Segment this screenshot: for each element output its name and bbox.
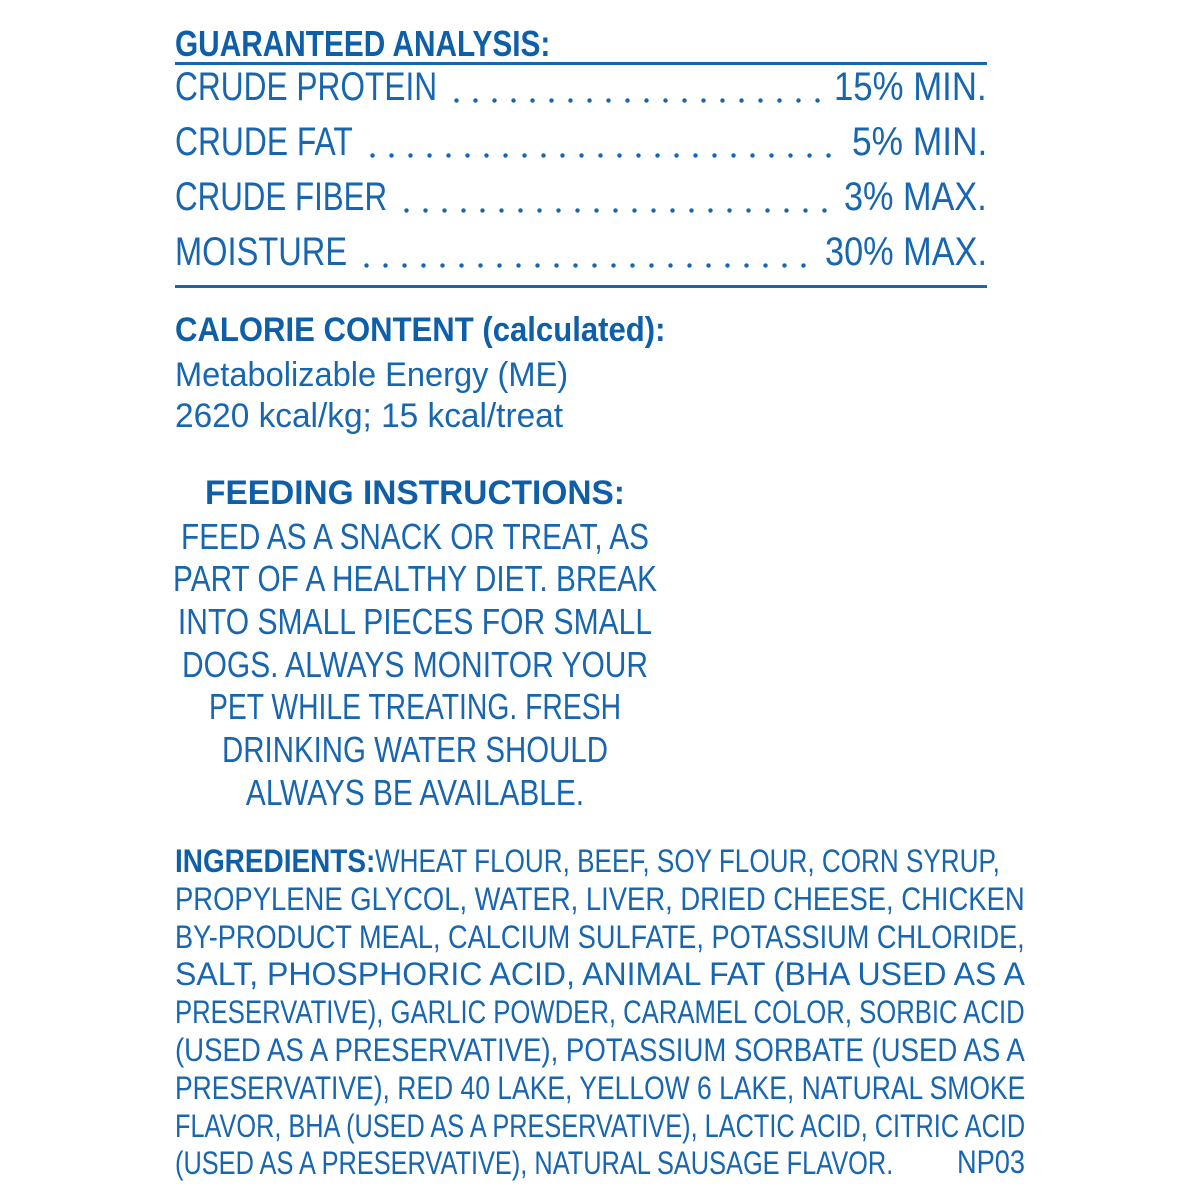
ingredients-line: SALT, PHOSPHORIC ACID, ANIMAL FAT (BHA U… [175, 956, 1025, 993]
analysis-value: 5% MIN. [851, 120, 987, 164]
calorie-content-heading: CALORIE CONTENT (calculated): [175, 311, 666, 349]
dot-leader [362, 153, 842, 158]
divider [175, 62, 987, 65]
analysis-value: 15% MIN. [834, 65, 987, 109]
ingredients-line: (USED AS A PRESERVATIVE), POTASSIUM SORB… [175, 1032, 1025, 1068]
ingredients-line: BY-PRODUCT MEAL, CALCIUM SULFATE, POTASS… [175, 918, 1025, 955]
calorie-line: 2620 kcal/kg; 15 kcal/treat [175, 397, 564, 435]
analysis-value: 3% MAX. [844, 175, 987, 219]
analysis-label: CRUDE FIBER [175, 175, 388, 219]
feeding-line: DOGS. ALWAYS MONITOR YOUR [181, 644, 649, 685]
ingredients-line: PRESERVATIVE), RED 40 LAKE, YELLOW 6 LAK… [175, 1069, 1026, 1106]
ingredients-line: (USED AS A PRESERVATIVE), NATURAL SAUSAG… [175, 1145, 894, 1182]
divider [175, 285, 987, 288]
dot-leader [357, 263, 816, 268]
analysis-label: MOISTURE [175, 230, 348, 274]
analysis-row-fat: CRUDE FAT 5% MIN. [175, 120, 987, 165]
dot-leader [447, 98, 825, 103]
ingredients-line: PROPYLENE GLYCOL, WATER, LIVER, DRIED CH… [175, 880, 1025, 917]
analysis-row-protein: CRUDE PROTEIN 15% MIN. [175, 65, 987, 110]
feeding-line: PART OF A HEALTHY DIET. BREAK [173, 558, 657, 599]
product-code: NP03 [957, 1144, 1026, 1180]
feeding-instructions-heading: FEEDING INSTRUCTIONS: [205, 474, 625, 512]
feeding-line: INTO SMALL PIECES FOR SMALL [177, 601, 653, 642]
ingredients-heading: INGREDIENTS: [175, 843, 376, 879]
analysis-row-fiber: CRUDE FIBER 3% MAX. [175, 175, 987, 220]
ingredients-line: PRESERVATIVE), GARLIC POWDER, CARAMEL CO… [175, 994, 1025, 1031]
feeding-line: FEED AS A SNACK OR TREAT, AS [181, 516, 649, 557]
analysis-value: 30% MAX. [825, 230, 987, 274]
analysis-row-moisture: MOISTURE 30% MAX. [175, 230, 987, 275]
ingredients-line: WHEAT FLOUR, BEEF, SOY FLOUR, CORN SYRUP… [375, 843, 1000, 879]
analysis-label: CRUDE PROTEIN [175, 65, 438, 109]
feeding-line: DRINKING WATER SHOULD [221, 729, 609, 770]
ingredients-line: FLAVOR, BHA (USED AS A PRESERVATIVE), LA… [175, 1107, 1026, 1144]
feeding-line: PET WHILE TREATING. FRESH [208, 686, 622, 727]
guaranteed-analysis-heading: GUARANTEED ANALYSIS: [175, 23, 551, 64]
analysis-label: CRUDE FAT [175, 120, 353, 164]
calorie-line: Metabolizable Energy (ME) [175, 356, 569, 394]
dot-leader [397, 208, 835, 213]
feeding-line: ALWAYS BE AVAILABLE. [245, 772, 585, 813]
